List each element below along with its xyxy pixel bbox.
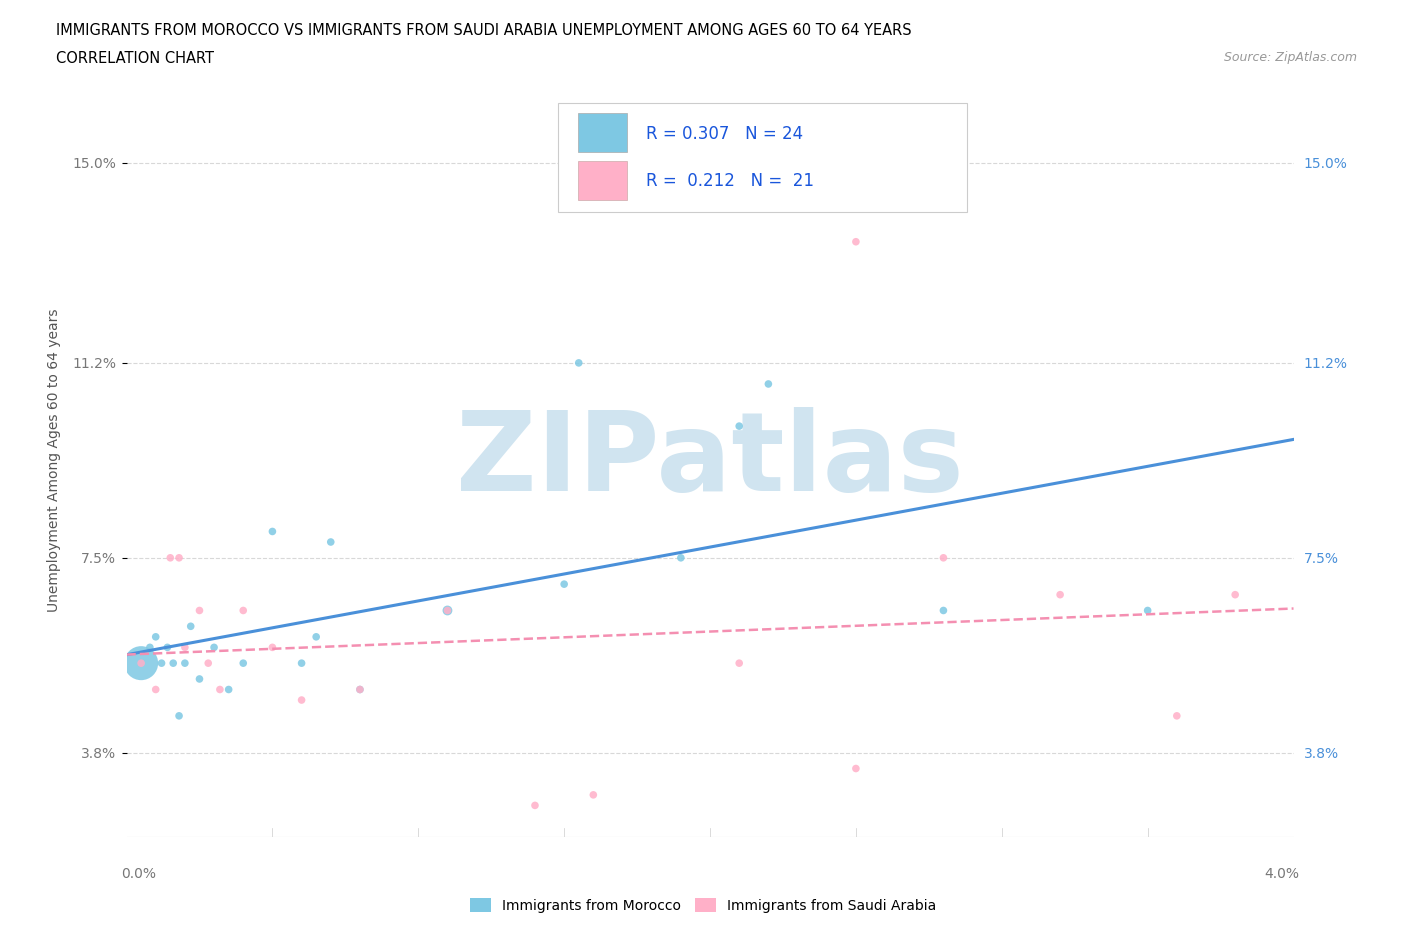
Text: CORRELATION CHART: CORRELATION CHART (56, 51, 214, 66)
Point (436, 603, 458, 618)
Point (305, 630, 328, 644)
Point (349, 682, 371, 697)
Point (349, 682, 371, 697)
Point (319, 535, 342, 550)
Text: Source: ZipAtlas.com: Source: ZipAtlas.com (1223, 51, 1357, 64)
Point (159, 551, 181, 565)
Point (129, 656, 152, 671)
Point (167, 551, 190, 565)
Point (436, 603, 458, 618)
Y-axis label: Unemployment Among Ages 60 to 64 years: Unemployment Among Ages 60 to 64 years (46, 309, 60, 612)
Point (180, 618, 202, 633)
Point (232, 656, 254, 671)
Point (232, 603, 254, 618)
Point (197, 656, 219, 671)
Point (145, 630, 167, 644)
Point (156, 640, 179, 655)
Point (845, 761, 868, 776)
Point (150, 656, 173, 671)
Point (728, 656, 751, 671)
Point (932, 551, 955, 565)
Text: R =  0.212   N =  21: R = 0.212 N = 21 (645, 171, 814, 190)
Text: ZIPatlas: ZIPatlas (456, 406, 965, 514)
Point (145, 682, 167, 697)
Point (208, 682, 231, 697)
Point (568, 355, 591, 370)
Point (262, 524, 284, 538)
Point (932, 603, 955, 618)
Point (202, 640, 225, 655)
Point (728, 418, 751, 433)
Point (162, 656, 184, 671)
Point (167, 709, 190, 724)
FancyBboxPatch shape (578, 113, 627, 153)
Legend: Immigrants from Morocco, Immigrants from Saudi Arabia: Immigrants from Morocco, Immigrants from… (464, 893, 942, 919)
Point (1136, 603, 1159, 618)
Point (188, 671, 211, 686)
Point (174, 656, 197, 671)
FancyBboxPatch shape (558, 102, 967, 212)
Point (582, 788, 605, 803)
Point (188, 603, 211, 618)
Point (218, 682, 240, 697)
Point (845, 234, 868, 249)
Text: R = 0.307   N = 24: R = 0.307 N = 24 (645, 125, 803, 143)
Point (139, 640, 162, 655)
Point (174, 640, 197, 655)
Point (669, 551, 692, 565)
Point (1049, 587, 1071, 602)
Point (523, 798, 546, 813)
Point (1223, 587, 1246, 602)
Point (290, 693, 312, 708)
Point (756, 377, 779, 392)
Text: 4.0%: 4.0% (1264, 868, 1299, 882)
FancyBboxPatch shape (578, 161, 627, 200)
Point (1166, 709, 1188, 724)
Point (290, 656, 312, 671)
Point (553, 577, 575, 591)
Point (129, 656, 152, 671)
Text: IMMIGRANTS FROM MOROCCO VS IMMIGRANTS FROM SAUDI ARABIA UNEMPLOYMENT AMONG AGES : IMMIGRANTS FROM MOROCCO VS IMMIGRANTS FR… (56, 23, 912, 38)
Text: 0.0%: 0.0% (121, 868, 156, 882)
Point (262, 640, 284, 655)
